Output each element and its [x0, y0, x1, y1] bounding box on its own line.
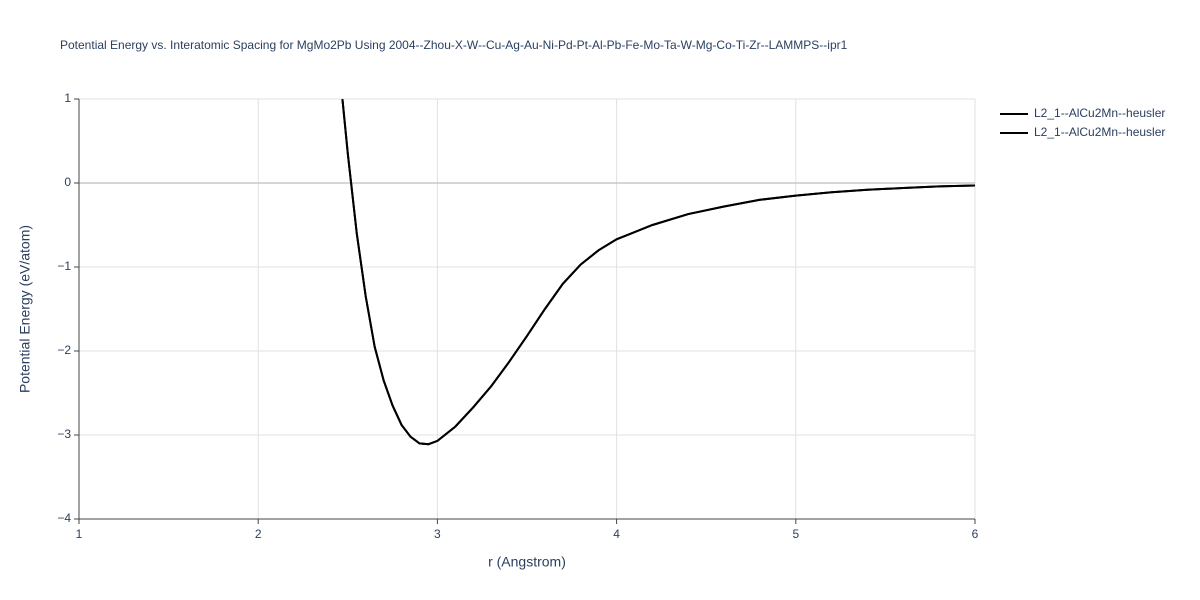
grid	[74, 98, 976, 524]
x-tick-label: 3	[434, 527, 441, 541]
y-tick-label: −2	[57, 343, 71, 357]
plot-lines	[341, 99, 975, 446]
x-tick-label: 2	[255, 527, 262, 541]
legend-label: L2_1--AlCu2Mn--heusler	[1034, 125, 1165, 139]
chart-title: Potential Energy vs. Interatomic Spacing…	[60, 38, 848, 52]
y-tick-label: 1	[64, 91, 71, 105]
y-tick-label: 0	[64, 175, 71, 189]
legend-label: L2_1--AlCu2Mn--heusler	[1034, 106, 1165, 120]
x-tick-label: 4	[613, 527, 620, 541]
x-tick-label: 1	[76, 527, 83, 541]
y-tick-label: −1	[57, 259, 71, 273]
x-tick-label: 6	[972, 527, 979, 541]
y-tick-label: −3	[57, 427, 71, 441]
x-axis-title: r (Angstrom)	[488, 554, 566, 570]
legend: L2_1--AlCu2Mn--heusler L2_1--AlCu2Mn--heu…	[1000, 106, 1165, 139]
x-tick-label: 5	[792, 527, 799, 541]
y-axis-title: Potential Energy (eV/atom)	[17, 225, 33, 393]
y-tick-label: −4	[57, 511, 71, 525]
series-line	[341, 99, 975, 446]
